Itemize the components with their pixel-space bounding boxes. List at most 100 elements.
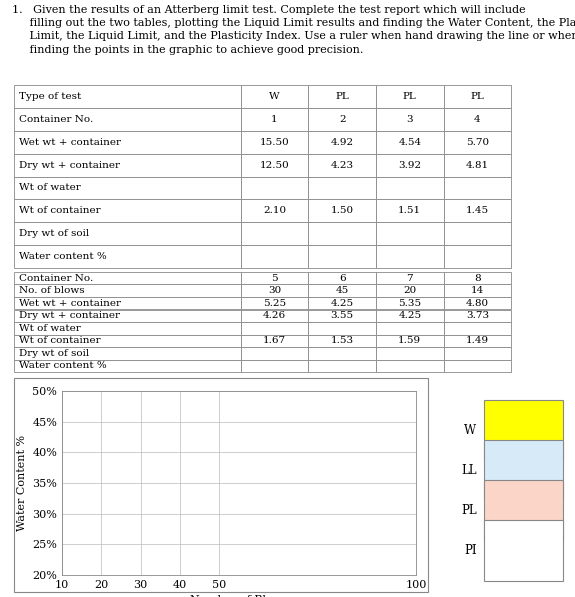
Y-axis label: Water Content %: Water Content % <box>17 435 26 531</box>
Text: 14: 14 <box>471 286 484 296</box>
Bar <box>484 440 562 501</box>
Text: 4.25: 4.25 <box>331 298 354 307</box>
Text: PL: PL <box>470 92 484 101</box>
Bar <box>308 85 376 108</box>
Bar <box>376 199 443 222</box>
Text: PL: PL <box>403 92 417 101</box>
Text: 1.50: 1.50 <box>331 207 354 216</box>
Bar <box>14 108 241 131</box>
Bar <box>14 309 241 322</box>
Bar <box>14 199 241 222</box>
Bar <box>241 322 308 334</box>
Bar <box>443 322 511 334</box>
Bar <box>308 272 376 285</box>
Bar <box>308 285 376 297</box>
Text: LL: LL <box>461 464 477 477</box>
Bar <box>308 297 376 309</box>
Bar <box>308 177 376 199</box>
Bar <box>376 359 443 372</box>
Text: Wt of container: Wt of container <box>20 336 101 345</box>
Bar <box>14 272 241 285</box>
Bar <box>14 177 241 199</box>
Text: 5.35: 5.35 <box>398 298 421 307</box>
Text: Dry wt + container: Dry wt + container <box>20 161 120 170</box>
Bar <box>443 245 511 268</box>
Text: 1.67: 1.67 <box>263 336 286 345</box>
Text: No. of blows: No. of blows <box>20 286 85 296</box>
Bar <box>308 199 376 222</box>
Text: 3.73: 3.73 <box>466 311 489 320</box>
Text: PL: PL <box>335 92 349 101</box>
Text: Water content %: Water content % <box>20 361 107 370</box>
Bar <box>443 297 511 309</box>
Bar <box>443 85 511 108</box>
Text: 1.49: 1.49 <box>466 336 489 345</box>
Bar <box>241 272 308 285</box>
Text: 2.10: 2.10 <box>263 207 286 216</box>
Bar <box>443 177 511 199</box>
Bar <box>14 85 241 108</box>
Bar <box>376 222 443 245</box>
Text: Wet wt + container: Wet wt + container <box>20 138 121 147</box>
Text: W: W <box>269 92 280 101</box>
Bar <box>14 131 241 153</box>
Bar <box>376 85 443 108</box>
Text: Wet wt + container: Wet wt + container <box>20 298 121 307</box>
Bar <box>241 359 308 372</box>
Bar <box>484 480 562 541</box>
Text: 2: 2 <box>339 115 346 124</box>
Bar <box>376 245 443 268</box>
Bar <box>376 153 443 177</box>
Text: Wt of water: Wt of water <box>20 324 81 333</box>
Bar <box>443 334 511 347</box>
Text: Dry wt + container: Dry wt + container <box>20 311 120 320</box>
Bar <box>241 108 308 131</box>
X-axis label: Number of Blows: Number of Blows <box>190 595 288 597</box>
Bar <box>14 322 241 334</box>
Text: 1.   Given the results of an Atterberg limit test. Complete the test report whic: 1. Given the results of an Atterberg lim… <box>12 5 575 54</box>
Bar <box>443 222 511 245</box>
Text: 4: 4 <box>474 115 481 124</box>
Text: 15.50: 15.50 <box>260 138 289 147</box>
Bar <box>443 153 511 177</box>
Text: 4.25: 4.25 <box>398 311 421 320</box>
Bar <box>14 153 241 177</box>
Text: 20: 20 <box>403 286 416 296</box>
Bar <box>14 334 241 347</box>
Text: PI: PI <box>464 544 477 557</box>
Bar <box>308 108 376 131</box>
Text: 3.92: 3.92 <box>398 161 421 170</box>
Bar <box>443 199 511 222</box>
Bar <box>14 297 241 309</box>
Text: 6: 6 <box>339 274 346 283</box>
Bar <box>376 347 443 359</box>
Text: 5: 5 <box>271 274 278 283</box>
Bar <box>241 245 308 268</box>
Bar <box>14 347 241 359</box>
Text: PL: PL <box>461 504 477 517</box>
Text: 4.54: 4.54 <box>398 138 421 147</box>
Bar <box>443 309 511 322</box>
Bar <box>376 177 443 199</box>
Bar <box>376 309 443 322</box>
Bar <box>14 359 241 372</box>
Text: W: W <box>465 424 477 436</box>
Bar <box>308 222 376 245</box>
Bar <box>376 108 443 131</box>
Bar <box>241 222 308 245</box>
Text: Water content %: Water content % <box>20 252 107 261</box>
Bar <box>376 297 443 309</box>
Bar <box>443 131 511 153</box>
Bar <box>376 322 443 334</box>
Text: 1.51: 1.51 <box>398 207 421 216</box>
Text: 12.50: 12.50 <box>260 161 289 170</box>
Text: 1.59: 1.59 <box>398 336 421 345</box>
Bar <box>376 285 443 297</box>
Bar <box>14 222 241 245</box>
Text: Container No.: Container No. <box>20 115 94 124</box>
Text: 4.23: 4.23 <box>331 161 354 170</box>
Bar <box>241 309 308 322</box>
Bar <box>14 285 241 297</box>
Bar <box>241 199 308 222</box>
Text: 7: 7 <box>407 274 413 283</box>
